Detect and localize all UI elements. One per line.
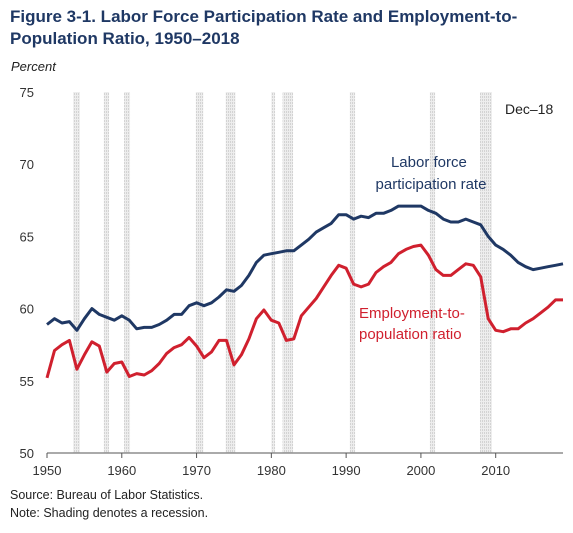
- series-label-epop-line2: population ratio: [359, 326, 462, 343]
- recession-band-1: [73, 92, 80, 453]
- x-tick-label-1980: 1980: [257, 463, 286, 478]
- recession-band-4: [195, 92, 204, 453]
- recession-band-5: [225, 92, 236, 453]
- chart-title: Figure 3-1. Labor Force Participation Ra…: [10, 7, 518, 48]
- recession-band-3: [124, 92, 131, 453]
- shading-note: Note: Shading denotes a recession.: [10, 506, 209, 520]
- series-label-lfpr-line2: participation rate: [376, 176, 487, 193]
- series-label-epop: Employment-to- population ratio: [359, 305, 469, 343]
- corner-date-label: Dec–18: [505, 101, 553, 117]
- series-line-epop: [45, 243, 563, 379]
- series-label-lfpr: Labor force participation rate: [376, 154, 487, 193]
- unit-label: Percent: [11, 59, 56, 74]
- y-tick-label-65: 65: [20, 229, 34, 244]
- series-line-lfpr: [46, 204, 564, 332]
- series-label-lfpr-line1: Labor force: [391, 154, 467, 171]
- x-tick-label-1990: 1990: [332, 463, 361, 478]
- x-tick-label-2000: 2000: [406, 463, 435, 478]
- x-tick-label-1950: 1950: [33, 463, 62, 478]
- y-tick-label-60: 60: [20, 302, 34, 317]
- series-label-epop-line1: Employment-to-: [359, 305, 465, 322]
- axes: 1950 1960 1970 1980 1990 2000 2010 50 55 60 65 70 75: [20, 85, 563, 478]
- recession-band-2: [103, 92, 110, 453]
- series-lines: [45, 204, 564, 379]
- recession-band-6: [271, 92, 276, 453]
- annotations: Dec–18 Labor force participation rate Em…: [359, 101, 553, 343]
- source-note: Source: Bureau of Labor Statistics.: [10, 488, 204, 502]
- recession-band-9: [429, 92, 436, 453]
- recession-band-8: [349, 92, 356, 453]
- recession-band-10: [479, 92, 492, 453]
- x-tick-label-1960: 1960: [107, 463, 136, 478]
- recession-band-7: [282, 92, 294, 453]
- recession-shading: [73, 92, 492, 453]
- x-tick-label-2010: 2010: [481, 463, 510, 478]
- y-tick-label-75: 75: [20, 85, 34, 100]
- y-tick-label-55: 55: [20, 374, 34, 389]
- y-tick-label-50: 50: [20, 446, 34, 461]
- x-tick-label-1970: 1970: [182, 463, 211, 478]
- y-tick-label-70: 70: [20, 157, 34, 172]
